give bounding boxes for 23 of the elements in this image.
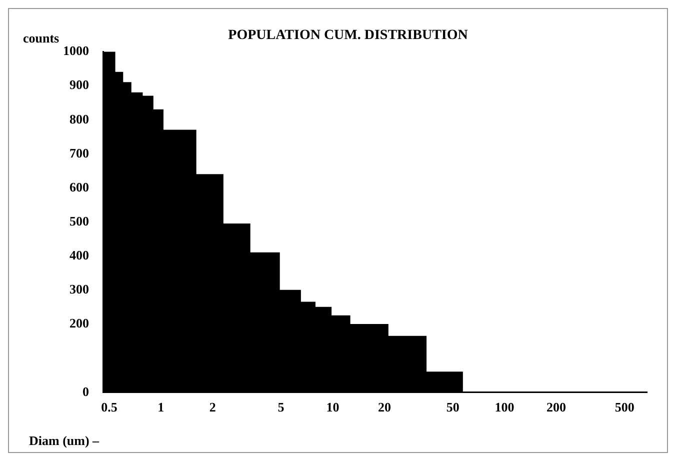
- y-tick-label: 600: [70, 179, 89, 194]
- y-tick-label: 1000: [63, 43, 89, 58]
- y-tick-label: 300: [70, 282, 89, 297]
- x-tick-label: 20: [378, 400, 391, 415]
- x-tick-label: 50: [446, 400, 460, 415]
- x-tick-label: 2: [209, 400, 216, 415]
- x-tick-label: 5: [278, 400, 285, 415]
- y-tick-label: 200: [70, 316, 89, 331]
- y-tick-label: 0: [82, 384, 89, 399]
- x-tick-label: 100: [494, 400, 514, 415]
- y-axis-title: counts: [23, 30, 60, 46]
- y-tick-label: 400: [70, 248, 89, 263]
- x-tick-label: 10: [326, 400, 340, 415]
- y-tick-label: 500: [70, 213, 89, 228]
- x-tick-label: 500: [614, 400, 634, 415]
- x-tick-label: 200: [546, 400, 566, 415]
- x-axis-title: Diam (um) –: [29, 432, 100, 448]
- chart-title: POPULATION CUM. DISTRIBUTION: [228, 28, 468, 44]
- y-tick-label: 700: [70, 145, 89, 160]
- x-tick-label: 1: [158, 400, 164, 415]
- y-tick-label: 800: [70, 111, 89, 126]
- y-tick-label: 900: [70, 77, 89, 92]
- x-tick-label: 0.5: [101, 400, 118, 415]
